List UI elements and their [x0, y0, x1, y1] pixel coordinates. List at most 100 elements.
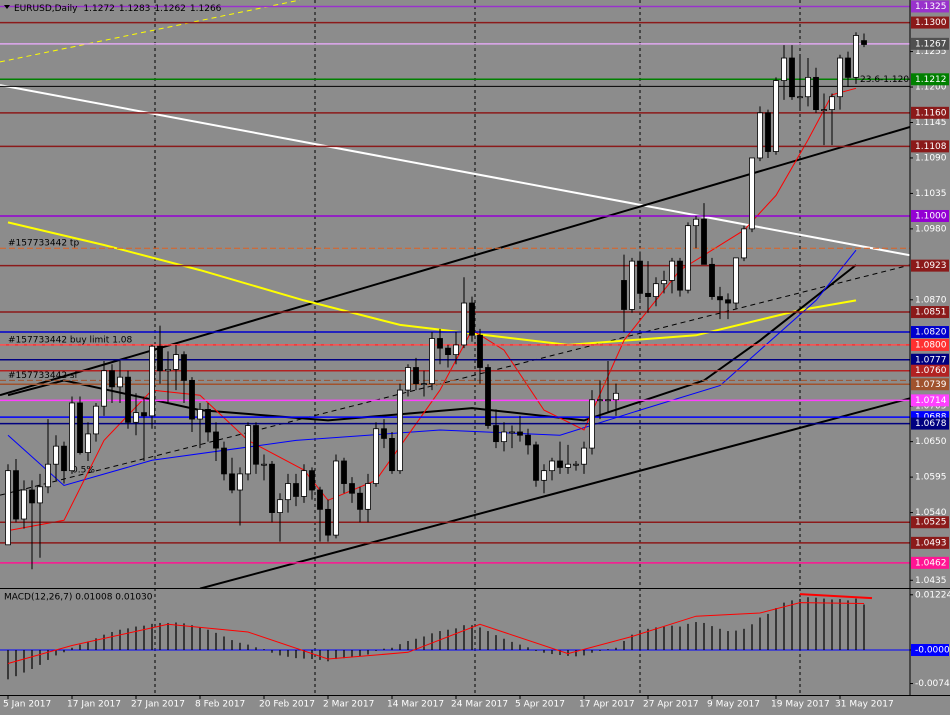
vertical-grid — [154, 0, 801, 695]
x-tick-label: 8 Feb 2017 — [195, 700, 245, 710]
y-tick-label: 1.1090 — [915, 153, 947, 163]
price-pane: 23.6-1.1201 #157733442 tp #157733442 buy l… — [0, 0, 910, 588]
level-label: 1.0678 — [915, 419, 947, 429]
candle-body — [365, 483, 371, 510]
level-box — [911, 394, 949, 407]
level-label: 1.0820 — [915, 328, 947, 338]
candle-body — [669, 260, 675, 281]
level-box — [911, 326, 949, 339]
candle-body — [445, 347, 451, 356]
candle-body — [629, 260, 635, 310]
candle-body — [405, 367, 411, 391]
candle-body — [549, 460, 555, 472]
y-tick-label: 1.1145 — [915, 118, 947, 128]
order-label: #157733442 sl — [8, 371, 77, 381]
candle-body — [645, 292, 651, 297]
level-box — [911, 417, 949, 430]
candle-body — [597, 399, 603, 402]
open-value: 1.1272 — [83, 4, 115, 14]
candle-body — [213, 431, 219, 449]
candle-body — [29, 489, 35, 504]
level-label: 1.1000 — [915, 211, 947, 221]
y-tick-label: 1.0540 — [915, 508, 947, 518]
candle-body — [653, 283, 659, 297]
level-label: 1.1212 — [915, 75, 947, 85]
x-tick-label: 5 Apr 2017 — [515, 700, 565, 710]
candle-body — [517, 431, 523, 436]
candle-body — [173, 354, 179, 370]
y-tick-label: -0.00743 — [915, 679, 950, 689]
candle-body — [309, 470, 315, 491]
level-label: 1.0777 — [915, 355, 947, 365]
candle-body — [573, 463, 579, 466]
level-box — [911, 536, 949, 549]
candle-body — [581, 447, 587, 465]
candle-body — [397, 389, 403, 472]
candle-body — [533, 444, 539, 481]
level-label: 1.0739 — [915, 380, 947, 390]
candle-body — [541, 470, 547, 481]
level-box — [911, 16, 949, 29]
candle-body — [197, 409, 203, 420]
signal-line — [7, 602, 865, 664]
candle-body — [109, 370, 115, 388]
candle-body — [661, 280, 667, 285]
x-tick-label: 24 Mar 2017 — [451, 700, 508, 710]
candle-body — [613, 392, 619, 401]
level-label: 1.0923 — [915, 261, 947, 271]
level-label: 1.0760 — [915, 366, 947, 376]
y-tick-label: 1.0705 — [915, 402, 947, 412]
chart-header: EURUSD,Daily 1.1272 1.1283 1.1262 1.1266 — [14, 4, 222, 14]
level-box — [911, 306, 949, 319]
candle-body — [685, 225, 691, 291]
order-label: #157733442 tp — [8, 239, 79, 249]
order-label: #157733442 buy limit 1.08 — [8, 335, 133, 345]
candle-body — [293, 483, 299, 497]
indicator-line — [7, 221, 857, 346]
level-box — [911, 0, 949, 13]
candle-body — [605, 399, 611, 402]
candle-body — [141, 412, 147, 417]
candle-body — [21, 489, 27, 520]
candle-body — [493, 425, 499, 443]
candle-body — [741, 228, 747, 259]
candle-body — [85, 433, 91, 454]
candle-body — [805, 76, 811, 98]
candle-body — [485, 367, 491, 426]
candle-body — [261, 463, 267, 466]
x-tick-label: 5 Jan 2017 — [3, 700, 51, 710]
candle-body — [269, 463, 275, 513]
level-box — [911, 516, 949, 529]
candle-body — [765, 112, 771, 152]
candle-body — [61, 445, 67, 472]
candle-body — [277, 499, 283, 513]
level-box — [911, 378, 949, 391]
candle-body — [853, 35, 859, 78]
level-box — [911, 338, 949, 351]
candle-body — [205, 409, 211, 433]
candle-body — [181, 354, 187, 381]
level-label: 1.1108 — [915, 142, 947, 152]
level-box — [911, 37, 949, 50]
candle-body — [149, 345, 155, 417]
x-tick-label: 27 Jan 2017 — [131, 700, 185, 710]
x-tick-label: 27 Apr 2017 — [643, 700, 699, 710]
candle-body — [821, 109, 827, 112]
macd-title: MACD(12,26,7) 0.01008 0.01030 — [4, 593, 153, 603]
indicator-line — [7, 249, 857, 487]
candle-body — [285, 483, 291, 501]
candle-body — [229, 473, 235, 491]
y-tick-label: 1.0595 — [915, 473, 947, 483]
candle-body — [453, 344, 459, 356]
candle-body — [725, 299, 731, 304]
candle-body — [789, 57, 795, 98]
candle-body — [837, 57, 843, 98]
candle-body — [93, 405, 99, 435]
candle-body — [117, 376, 123, 388]
candle-body — [45, 463, 51, 488]
candle-body — [677, 260, 683, 291]
candle-body — [165, 369, 171, 372]
candle-body — [341, 460, 347, 484]
candle-body — [693, 218, 699, 227]
